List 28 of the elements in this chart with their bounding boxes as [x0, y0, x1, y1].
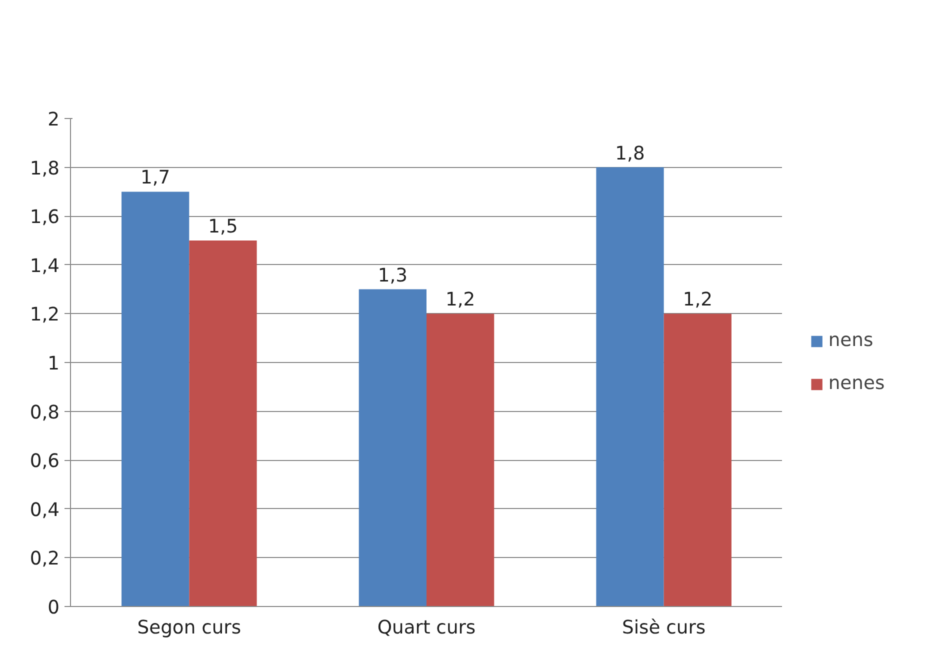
y-tick-label: 0,2: [30, 548, 60, 570]
y-tick-label: 0,8: [30, 402, 60, 424]
data-label: 1,8: [615, 143, 645, 164]
data-label: 1,7: [140, 168, 170, 189]
x-tick-label: Segon curs: [137, 618, 242, 638]
y-tick-label: 1,8: [30, 158, 60, 180]
y-tick-label: 0,6: [30, 451, 60, 472]
y-tick-label: 1,4: [30, 256, 60, 277]
bar: [664, 314, 732, 606]
data-label: 1,2: [682, 290, 712, 311]
bar: [189, 240, 257, 606]
y-tick-label: 1: [48, 354, 60, 374]
bar: [122, 192, 190, 606]
bar: [426, 314, 494, 606]
bar: [358, 289, 426, 606]
data-label: 1,5: [208, 216, 238, 238]
y-tick-label: 0: [48, 598, 60, 618]
y-tick-label: 2: [48, 110, 60, 130]
y-tick-label: 0,4: [30, 500, 60, 521]
data-label: 1,3: [378, 265, 408, 286]
legend-label: nens: [828, 330, 874, 351]
x-tick-label: Sisè curs: [622, 618, 706, 638]
legend-label: nenes: [828, 373, 885, 394]
x-tick-label: Quart curs: [377, 618, 476, 638]
bar: [596, 167, 664, 606]
data-label: 1,2: [445, 290, 476, 311]
y-tick-label: 1,2: [30, 304, 60, 326]
y-tick-label: 1,6: [30, 207, 60, 228]
